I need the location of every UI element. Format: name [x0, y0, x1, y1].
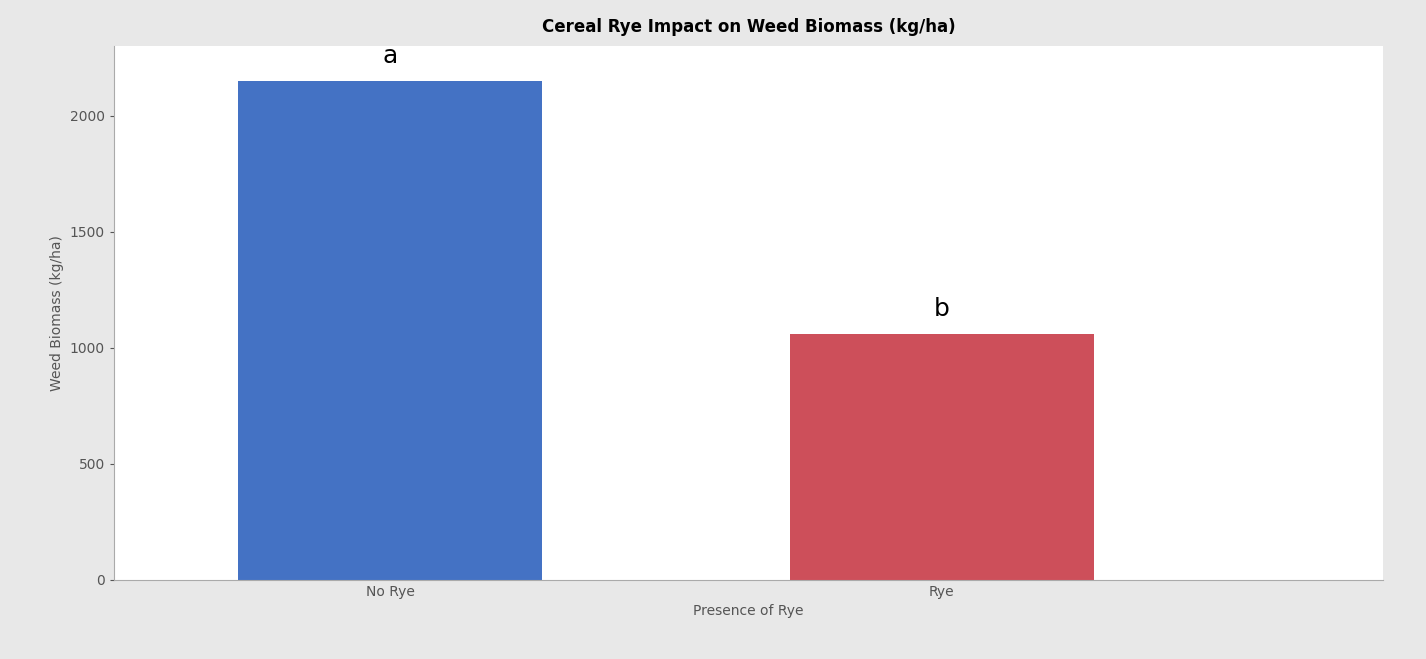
X-axis label: Presence of Rye: Presence of Rye — [693, 604, 804, 618]
Y-axis label: Weed Biomass (kg/ha): Weed Biomass (kg/ha) — [50, 235, 64, 391]
Bar — [238, 81, 542, 580]
Title: Cereal Rye Impact on Weed Biomass (kg/ha): Cereal Rye Impact on Weed Biomass (kg/ha… — [542, 18, 955, 36]
Text: b: b — [934, 297, 950, 321]
Text: a: a — [382, 44, 398, 68]
Bar — [790, 334, 1094, 580]
